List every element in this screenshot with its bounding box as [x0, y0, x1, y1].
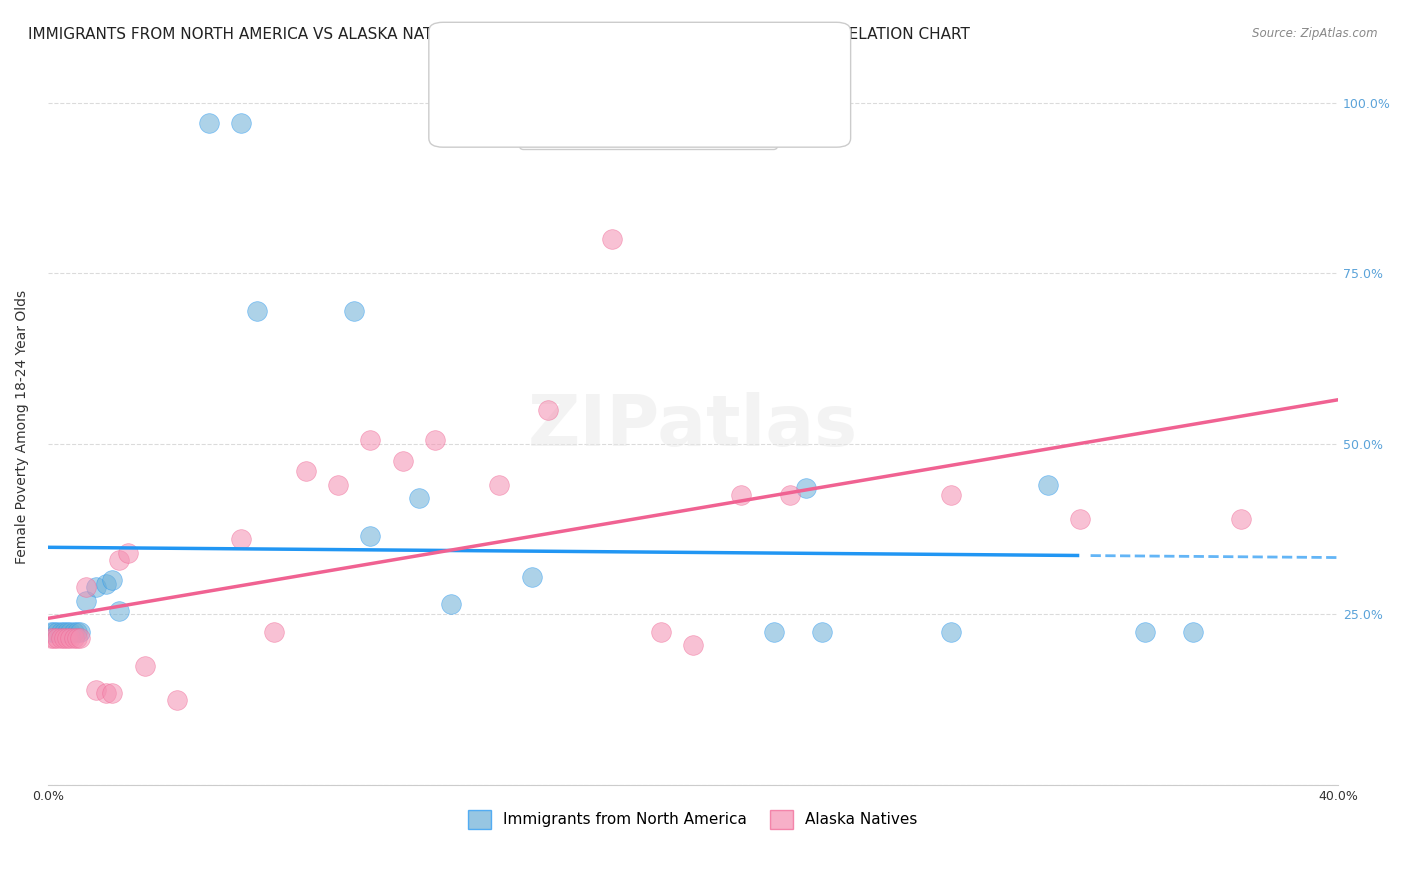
Point	[602, 232, 624, 246]
Point	[1036, 478, 1059, 492]
Text: ZIPatlas: ZIPatlas	[527, 392, 858, 461]
Point	[46, 624, 69, 639]
Point	[56, 624, 79, 639]
Point	[69, 632, 91, 646]
Point	[537, 402, 560, 417]
Point	[326, 478, 349, 492]
Point	[69, 624, 91, 639]
Point	[1182, 624, 1205, 639]
Point	[56, 632, 79, 646]
Point	[730, 488, 752, 502]
Point	[779, 488, 801, 502]
Point	[520, 570, 543, 584]
Text: IMMIGRANTS FROM NORTH AMERICA VS ALASKA NATIVE FEMALE POVERTY AMONG 18-24 YEAR O: IMMIGRANTS FROM NORTH AMERICA VS ALASKA …	[28, 27, 970, 42]
Point	[66, 632, 89, 646]
Point	[488, 478, 510, 492]
Point	[391, 454, 413, 468]
Point	[762, 624, 785, 639]
Y-axis label: Female Poverty Among 18-24 Year Olds: Female Poverty Among 18-24 Year Olds	[15, 290, 30, 564]
Point	[75, 580, 97, 594]
Point	[39, 624, 62, 639]
Point	[101, 574, 124, 588]
Point	[44, 632, 66, 646]
Point	[59, 632, 82, 646]
Point	[101, 686, 124, 700]
Point	[343, 303, 366, 318]
Point	[62, 632, 84, 646]
Point	[75, 594, 97, 608]
Point	[650, 624, 672, 639]
Point	[263, 624, 285, 639]
Point	[84, 682, 107, 697]
Point	[107, 604, 129, 618]
Point	[49, 624, 72, 639]
Point	[423, 434, 446, 448]
Point	[59, 624, 82, 639]
Point	[794, 481, 817, 495]
Point	[440, 597, 463, 611]
Point	[62, 624, 84, 639]
Point	[231, 533, 253, 547]
Point	[198, 116, 221, 130]
Point	[939, 624, 962, 639]
Legend: Immigrants from North America, Alaska Natives: Immigrants from North America, Alaska Na…	[463, 804, 924, 835]
Point	[66, 624, 89, 639]
Point	[39, 632, 62, 646]
Point	[52, 632, 75, 646]
Point	[107, 553, 129, 567]
Point	[359, 529, 381, 543]
Point	[84, 580, 107, 594]
Point	[1069, 512, 1091, 526]
Point	[359, 434, 381, 448]
Point	[44, 624, 66, 639]
Point	[94, 576, 117, 591]
Point	[46, 632, 69, 646]
Point	[682, 638, 704, 652]
Point	[166, 693, 188, 707]
Point	[231, 116, 253, 130]
Point	[246, 303, 269, 318]
Point	[94, 686, 117, 700]
Point	[1230, 512, 1253, 526]
Point	[117, 546, 139, 560]
Point	[134, 658, 156, 673]
Text: Source: ZipAtlas.com: Source: ZipAtlas.com	[1253, 27, 1378, 40]
Point	[52, 624, 75, 639]
Point	[49, 632, 72, 646]
Point	[408, 491, 430, 506]
Point	[811, 624, 834, 639]
Point	[1133, 624, 1156, 639]
Point	[939, 488, 962, 502]
Point	[295, 464, 318, 478]
